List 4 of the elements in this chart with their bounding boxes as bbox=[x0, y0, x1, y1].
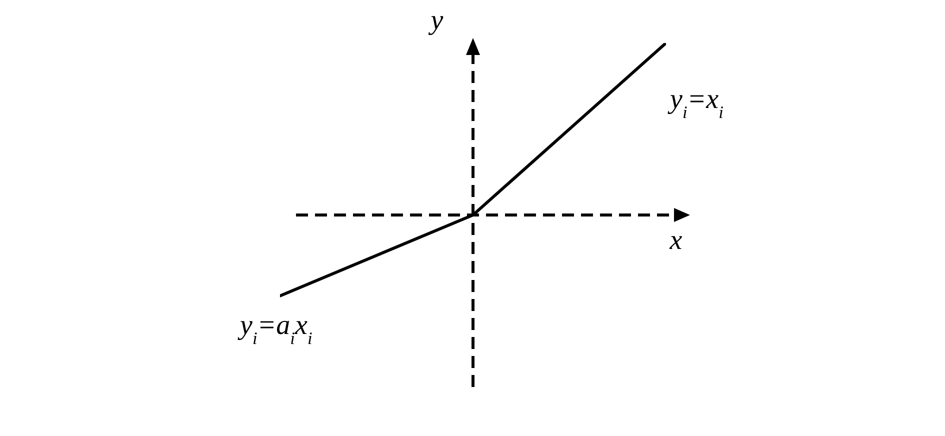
y-axis-title: y bbox=[428, 5, 444, 36]
x-axis-title: x bbox=[668, 225, 683, 256]
annotation: y$_{i}$=x$_{i}$ bbox=[667, 84, 724, 122]
text: y$_{i}$=a$_{i}$x$_{i}$ bbox=[237, 310, 312, 348]
